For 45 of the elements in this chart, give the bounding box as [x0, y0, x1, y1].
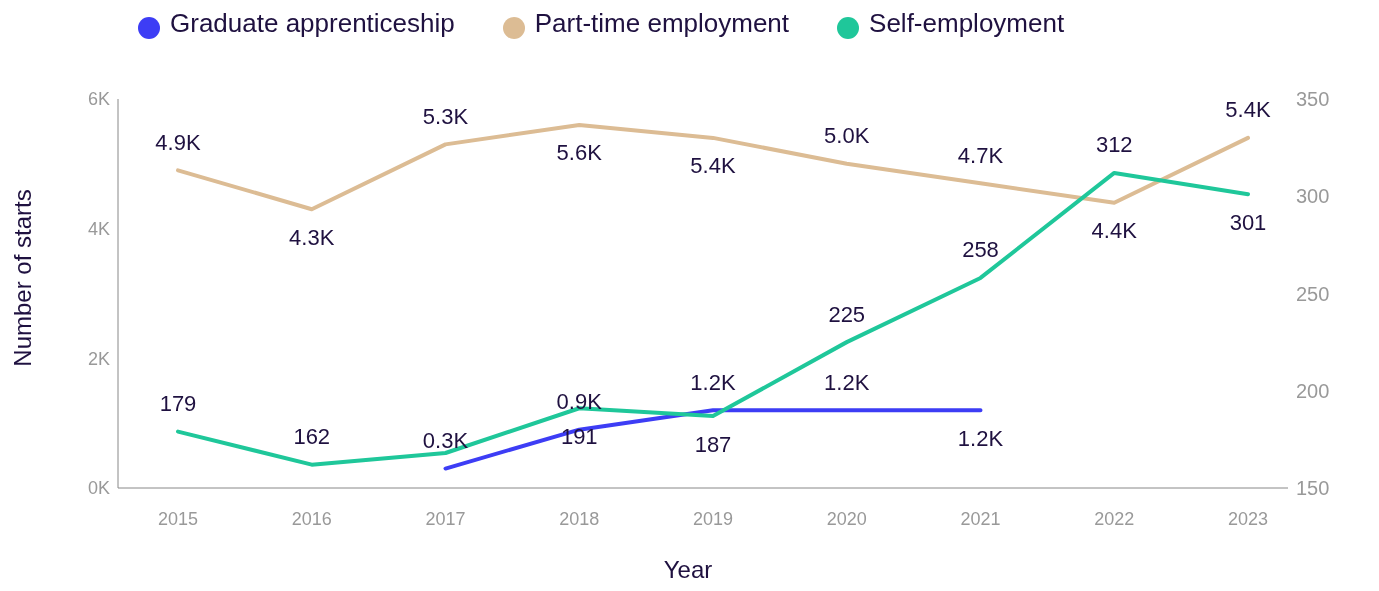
y2-tick-label: 250: [1296, 282, 1330, 305]
data-label: 187: [694, 431, 732, 457]
x-tick-label: 2019: [692, 508, 734, 529]
x-tick-label: 2022: [1094, 508, 1135, 529]
data-label: 5.0K: [824, 123, 870, 149]
data-label: 5.6K: [556, 140, 603, 166]
data-label: 1.2K: [690, 369, 736, 395]
data-label: 5.3K: [422, 103, 469, 129]
y-tick-label: 4K: [87, 219, 110, 240]
data-label: 179: [159, 391, 197, 417]
y2-tick-label: 300: [1296, 185, 1330, 208]
x-tick-label: 2015: [157, 508, 199, 529]
data-label: 4.3K: [289, 224, 335, 250]
legend-label: Self-employment: [869, 8, 1065, 38]
data-label: 258: [962, 237, 999, 263]
data-label: 4.7K: [957, 142, 1004, 168]
y2-tick-label: 150: [1296, 477, 1330, 500]
x-tick-label: 2018: [559, 508, 600, 529]
data-label: 225: [828, 301, 866, 327]
data-label: 4.9K: [155, 129, 201, 155]
data-label: 5.4K: [690, 153, 736, 179]
x-tick-label: 2023: [1227, 508, 1269, 529]
data-label: 5.4K: [1225, 97, 1271, 123]
x-tick-label: 2017: [425, 508, 466, 529]
legend-label: Graduate apprenticeship: [170, 8, 455, 38]
data-label: 191: [560, 423, 598, 449]
data-label: 1.2K: [957, 425, 1004, 451]
y2-tick-label: 350: [1296, 88, 1330, 111]
data-label: 0.3K: [422, 428, 469, 454]
y2-tick-label: 200: [1296, 379, 1330, 402]
data-label: 0.9K: [556, 389, 603, 415]
legend-label: Part-time employment: [534, 8, 790, 38]
data-label: 162: [293, 424, 331, 450]
y-tick-label: 0K: [87, 478, 110, 499]
y-axis-title: Number of starts: [9, 189, 37, 367]
x-tick-label: 2021: [960, 508, 1001, 529]
x-axis-title: Year: [662, 556, 714, 584]
data-label: 4.4K: [1091, 218, 1138, 244]
x-tick-label: 2016: [291, 508, 332, 529]
y-tick-label: 2K: [87, 348, 110, 369]
y-tick-label: 6K: [87, 89, 110, 110]
x-tick-label: 2020: [826, 508, 867, 529]
data-label: 312: [1095, 132, 1133, 158]
data-label: 301: [1229, 209, 1267, 235]
data-label: 1.2K: [824, 369, 870, 395]
